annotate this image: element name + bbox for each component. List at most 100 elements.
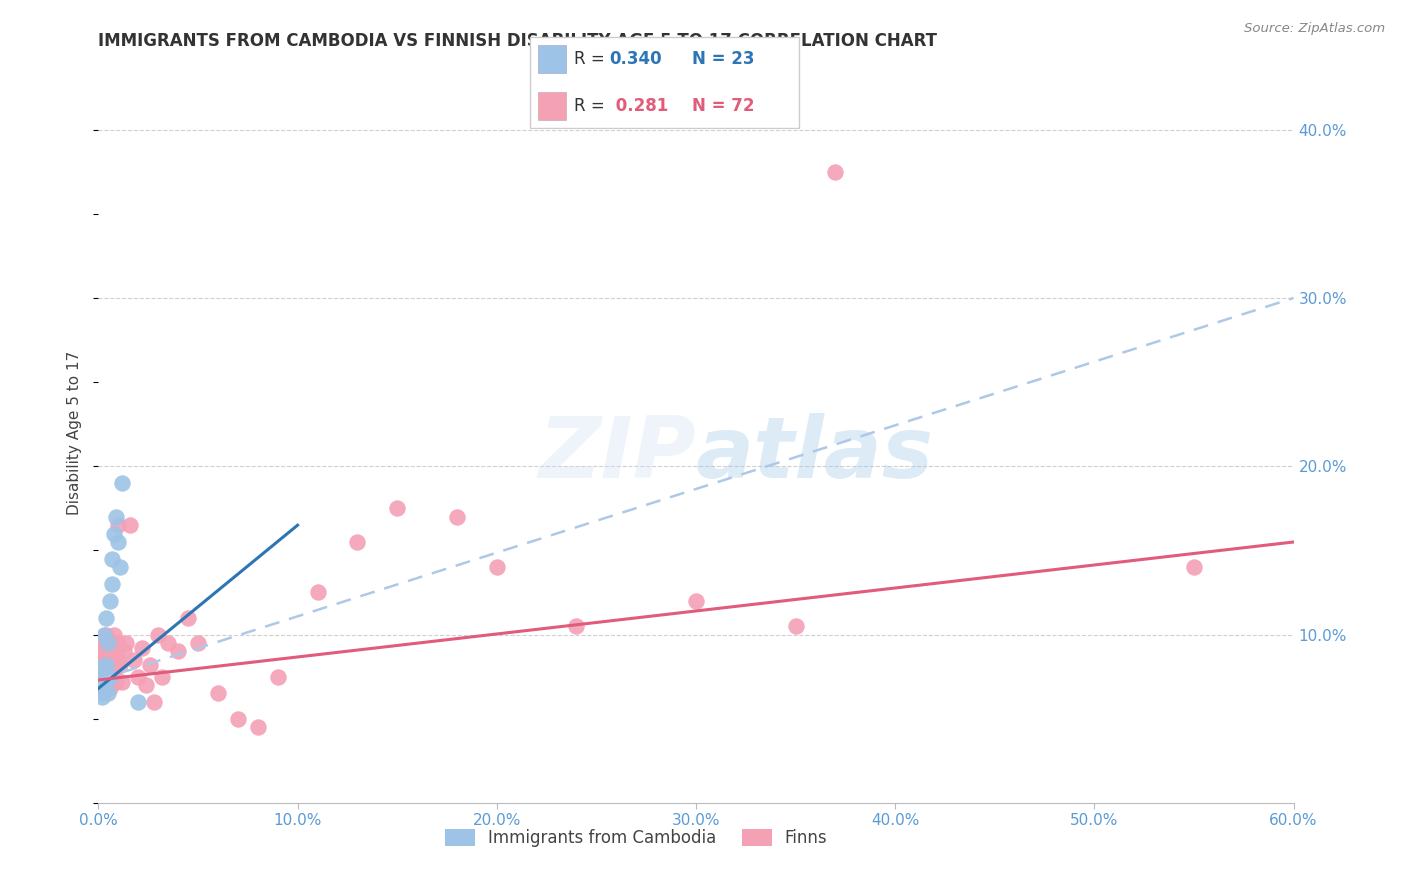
Point xyxy=(120,518,142,533)
Point xyxy=(91,653,114,667)
Point xyxy=(150,670,173,684)
Point xyxy=(96,661,118,675)
Point xyxy=(91,690,114,704)
Text: N = 72: N = 72 xyxy=(692,97,754,115)
Point xyxy=(93,670,115,684)
Point xyxy=(98,681,122,696)
Point xyxy=(91,665,114,679)
Point xyxy=(93,653,115,667)
Point xyxy=(103,526,125,541)
Point xyxy=(824,165,846,179)
Point xyxy=(685,594,707,608)
Point xyxy=(101,636,124,650)
Point xyxy=(115,636,138,650)
Point xyxy=(89,686,111,700)
Point xyxy=(131,640,153,655)
FancyBboxPatch shape xyxy=(538,92,565,120)
Point xyxy=(105,644,128,658)
Point xyxy=(91,648,114,662)
Point xyxy=(89,674,111,689)
Point xyxy=(127,670,149,684)
Point xyxy=(93,661,115,675)
Legend: Immigrants from Cambodia, Finns: Immigrants from Cambodia, Finns xyxy=(439,822,834,854)
Point xyxy=(91,636,114,650)
Point xyxy=(101,577,124,591)
Point xyxy=(785,619,807,633)
Point xyxy=(167,644,190,658)
Point xyxy=(207,686,229,700)
Point xyxy=(143,695,166,709)
Point xyxy=(98,657,122,672)
Point xyxy=(101,644,124,658)
Point xyxy=(93,627,115,641)
Point xyxy=(385,501,409,516)
Point xyxy=(96,653,118,667)
Point xyxy=(111,476,134,491)
Point xyxy=(96,610,118,624)
FancyBboxPatch shape xyxy=(538,45,565,73)
Point xyxy=(89,670,111,684)
Point xyxy=(91,661,114,675)
Point xyxy=(91,678,114,692)
Point xyxy=(93,674,115,689)
Point xyxy=(98,644,122,658)
Point xyxy=(96,657,118,672)
Point xyxy=(93,644,115,658)
Point xyxy=(246,720,269,734)
Text: N = 23: N = 23 xyxy=(692,50,754,68)
Point xyxy=(177,610,200,624)
Point xyxy=(157,636,180,650)
Text: 0.281: 0.281 xyxy=(610,97,668,115)
Point xyxy=(105,674,128,689)
Point xyxy=(93,636,115,650)
Point xyxy=(96,627,118,641)
Point xyxy=(110,560,132,574)
Text: atlas: atlas xyxy=(696,413,934,496)
Point xyxy=(97,665,120,679)
Point xyxy=(103,627,125,641)
Point xyxy=(93,681,115,696)
Point xyxy=(103,665,125,679)
Point xyxy=(96,636,118,650)
Point xyxy=(127,695,149,709)
Point xyxy=(89,644,111,658)
Text: ZIP: ZIP xyxy=(538,413,696,496)
Point xyxy=(107,518,129,533)
Point xyxy=(446,509,468,524)
Point xyxy=(107,535,129,549)
Point xyxy=(110,657,132,672)
Point xyxy=(101,551,124,566)
Point xyxy=(97,653,120,667)
Point xyxy=(485,560,508,574)
Point xyxy=(98,594,122,608)
Point xyxy=(91,657,114,672)
FancyBboxPatch shape xyxy=(530,37,799,128)
Point xyxy=(96,674,118,689)
Point xyxy=(103,653,125,667)
Point xyxy=(346,535,368,549)
Point xyxy=(101,670,124,684)
Point xyxy=(105,636,128,650)
Y-axis label: Disability Age 5 to 17: Disability Age 5 to 17 xyxy=(67,351,83,515)
Text: IMMIGRANTS FROM CAMBODIA VS FINNISH DISABILITY AGE 5 TO 17 CORRELATION CHART: IMMIGRANTS FROM CAMBODIA VS FINNISH DISA… xyxy=(98,32,938,50)
Point xyxy=(267,670,290,684)
Point xyxy=(107,653,129,667)
Point xyxy=(97,686,120,700)
Point xyxy=(97,636,120,650)
Point xyxy=(89,661,111,675)
Point xyxy=(89,681,111,696)
Text: R =: R = xyxy=(574,97,610,115)
Point xyxy=(89,657,111,672)
Point xyxy=(98,670,122,684)
Point xyxy=(1182,560,1205,574)
Point xyxy=(124,653,146,667)
Point xyxy=(91,686,114,700)
Point xyxy=(111,674,134,689)
Point xyxy=(105,509,128,524)
Point xyxy=(565,619,588,633)
Point xyxy=(307,585,329,599)
Point xyxy=(135,678,157,692)
Point xyxy=(91,673,114,687)
Point xyxy=(139,657,162,672)
Point xyxy=(89,670,111,684)
